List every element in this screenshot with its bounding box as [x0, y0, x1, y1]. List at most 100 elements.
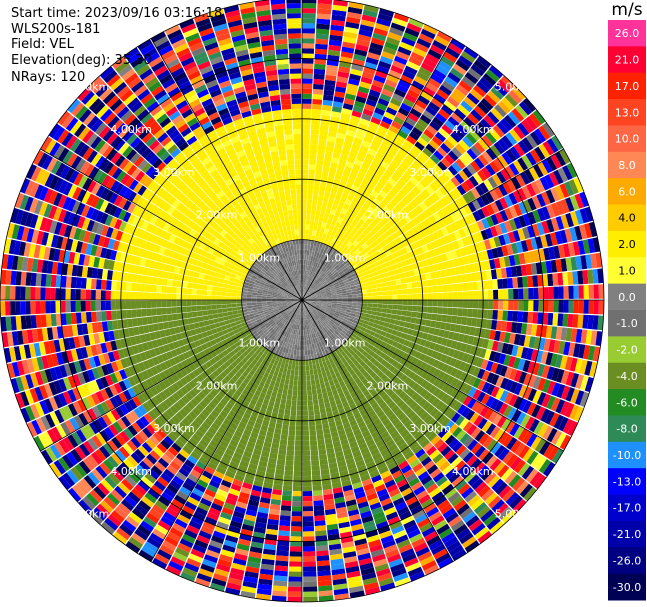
velocity-bin: [447, 292, 453, 300]
velocity-bin: [382, 291, 388, 296]
velocity-bin: [523, 300, 529, 311]
velocity-bin: [342, 36, 357, 44]
velocity-bin: [316, 159, 324, 166]
velocity-bin: [510, 322, 518, 333]
velocity-bin: [553, 286, 559, 299]
velocity-bin: [321, 243, 327, 250]
velocity-bin: [302, 290, 305, 296]
velocity-bin: [336, 76, 349, 84]
velocity-bin: [432, 116, 444, 128]
velocity-bin: [333, 0, 348, 7]
velocity-bin: [494, 258, 501, 269]
velocity-bin: [463, 204, 473, 215]
velocity-bin: [337, 295, 343, 298]
velocity-bin: [432, 39, 447, 51]
velocity-bin: [563, 300, 569, 313]
velocity-bin: [437, 300, 443, 307]
velocity-bin: [444, 322, 452, 331]
velocity-bin: [314, 48, 328, 55]
velocity-bin: [405, 277, 412, 283]
velocity-bin: [321, 294, 327, 297]
velocity-bin: [365, 198, 373, 207]
velocity-bin: [422, 86, 436, 97]
velocity-bin: [457, 283, 463, 292]
velocity-bin: [302, 48, 315, 54]
velocity-bin: [318, 216, 324, 223]
velocity-bin: [439, 269, 447, 278]
velocity-bin: [476, 122, 489, 135]
velocity-bin: [311, 460, 320, 466]
velocity-bin: [287, 440, 295, 446]
velocity-bin: [402, 98, 415, 108]
velocity-bin: [493, 289, 499, 300]
velocity-bin: [338, 223, 345, 231]
velocity-bin: [432, 212, 442, 222]
velocity-bin: [496, 246, 504, 258]
velocity-bin: [378, 320, 385, 327]
velocity-bin: [480, 98, 494, 111]
velocity-bin: [346, 307, 352, 311]
velocity-bin: [309, 364, 313, 370]
velocity-bin: [388, 125, 400, 134]
velocity-bin: [363, 252, 370, 259]
velocity-bin: [422, 286, 428, 294]
velocity-bin: [303, 290, 307, 296]
velocity-bin: [358, 239, 366, 246]
velocity-bin: [440, 142, 451, 154]
velocity-bin: [497, 79, 512, 93]
velocity-bin: [485, 227, 494, 239]
velocity-bin: [457, 300, 464, 308]
velocity-bin: [467, 335, 475, 345]
velocity-bin: [472, 300, 479, 309]
velocity-bin: [296, 345, 300, 351]
velocity-bin: [325, 74, 337, 82]
velocity-bin: [370, 84, 383, 93]
velocity-bin: [439, 84, 452, 96]
velocity-bin: [280, 505, 292, 512]
velocity-bin: [572, 271, 579, 285]
velocity-bin: [314, 280, 319, 285]
velocity-bin: [309, 276, 313, 282]
velocity-bin: [359, 24, 374, 33]
velocity-bin: [326, 257, 332, 264]
velocity-bin: [512, 190, 523, 203]
velocity-bin: [406, 202, 416, 211]
velocity-bin: [425, 319, 432, 327]
velocity-bin: [365, 56, 379, 66]
velocity-bin: [443, 330, 450, 339]
velocity-bin: [574, 358, 583, 374]
velocity-bin: [335, 168, 344, 176]
velocity-bin: [410, 317, 417, 324]
velocity-bin: [579, 191, 589, 208]
velocity-bin: [592, 346, 601, 362]
velocity-bin: [500, 118, 513, 132]
velocity-bin: [339, 196, 347, 204]
velocity-bin: [435, 131, 447, 143]
velocity-bin: [550, 232, 558, 246]
velocity-bin: [478, 154, 489, 167]
velocity-bin: [405, 258, 412, 266]
velocity-bin: [415, 274, 422, 282]
velocity-bin: [317, 444, 326, 451]
velocity-bin: [513, 217, 522, 230]
velocity-bin: [298, 335, 301, 341]
velocity-bin: [316, 257, 321, 264]
velocity-bin: [500, 168, 511, 181]
velocity-bin: [302, 350, 305, 356]
velocity-bin: [441, 216, 450, 227]
velocity-bin: [346, 274, 353, 280]
velocity-bin: [572, 314, 579, 328]
velocity-bin: [345, 262, 351, 268]
velocity-bin: [393, 182, 403, 192]
velocity-bin: [366, 306, 373, 311]
velocity-bin: [302, 481, 312, 487]
velocity-bin: [361, 113, 372, 122]
velocity-bin: [307, 239, 312, 246]
velocity-bin: [482, 73, 497, 86]
velocity-bin: [302, 249, 305, 255]
velocity-bin: [379, 277, 386, 283]
velocity-bin: [355, 175, 364, 184]
velocity-bin: [308, 359, 313, 365]
velocity-bin: [476, 80, 490, 94]
velocity-bin: [284, 378, 290, 385]
